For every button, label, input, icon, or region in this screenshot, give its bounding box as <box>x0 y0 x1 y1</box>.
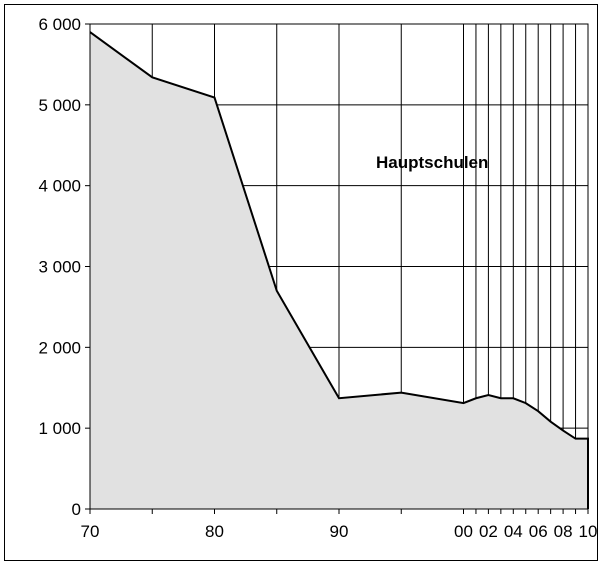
y-tick-label: 4 000 <box>38 177 81 196</box>
series-annotation: Hauptschulen <box>376 153 488 172</box>
x-tick-label: 70 <box>81 522 100 541</box>
x-tick-label: 04 <box>504 522 523 541</box>
x-tick-labels: 70 80 90 00 02 04 06 08 10 <box>81 509 598 541</box>
x-tick-label: 02 <box>479 522 498 541</box>
data-points <box>89 32 589 439</box>
x-tick-label: 06 <box>529 522 548 541</box>
y-tick-label: 0 <box>72 500 81 519</box>
x-tick-label: 10 <box>579 522 598 541</box>
x-tick-label: 00 <box>454 522 473 541</box>
y-tick-label: 6 000 <box>38 15 81 34</box>
x-tick-label: 08 <box>554 522 573 541</box>
y-tick-labels: 0 1 000 2 000 3 000 4 000 5 000 6 000 <box>38 15 90 519</box>
x-tick-label: 90 <box>330 522 349 541</box>
y-tick-label: 1 000 <box>38 419 81 438</box>
x-tick-label: 80 <box>205 522 224 541</box>
y-tick-label: 3 000 <box>38 258 81 277</box>
y-tick-label: 2 000 <box>38 338 81 357</box>
area-series-fill <box>90 32 588 509</box>
y-tick-label: 5 000 <box>38 96 81 115</box>
series-line <box>89 31 589 509</box>
